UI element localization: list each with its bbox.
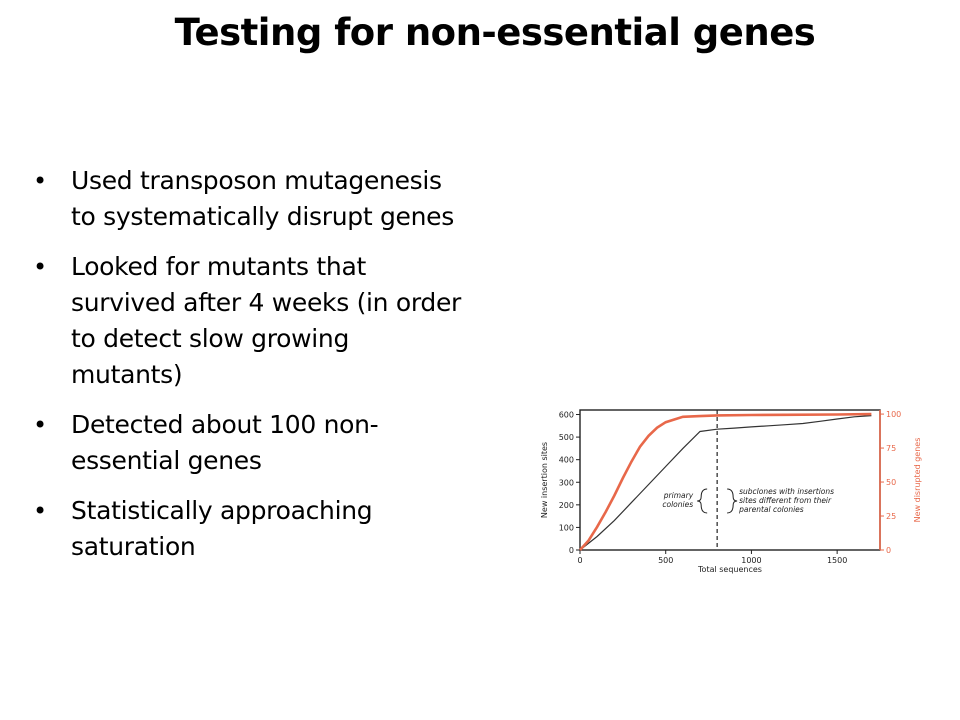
y-tick-label: 0 xyxy=(569,546,574,555)
subclones-annotation: subclones with insertions sites different… xyxy=(738,487,834,514)
y-tick-label: 200 xyxy=(559,501,574,510)
x-tick-label: 0 xyxy=(577,556,582,565)
subclones-annotation-line: subclones with insertions xyxy=(739,487,834,496)
bullet-list: • Used transposon mutagenesis to systema… xyxy=(33,163,553,579)
y-tick-label: 400 xyxy=(559,456,574,465)
plot-frame xyxy=(579,409,881,551)
y2-tick-label: 0 xyxy=(886,546,891,555)
y2-tick-label: 50 xyxy=(886,478,896,487)
saturation-chart: 0 100 200 300 400 500 600 0 25 50 75 100 0 500 1000 150… xyxy=(538,398,958,594)
y2-tick-label: 75 xyxy=(886,444,896,453)
bullet-text: Used transposon mutagenesis to systemati… xyxy=(71,166,454,231)
insertion-sites-line xyxy=(579,415,872,551)
y-tick-label: 100 xyxy=(559,523,574,532)
subclones-annotation-line: parental colonies xyxy=(738,505,804,514)
bullet-dot-icon: • xyxy=(33,497,47,525)
slide-title: Testing for non-essential genes xyxy=(174,11,816,54)
x-tick-label: 1000 xyxy=(741,556,761,565)
bullet-item: • Detected about 100 non- essential gene… xyxy=(33,407,553,479)
x-tick-label: 1500 xyxy=(827,556,847,565)
left-brace-icon xyxy=(697,488,708,514)
x-tick-label: 500 xyxy=(658,556,673,565)
y-axis-label: New insertion sites xyxy=(540,442,549,518)
subclones-annotation-line: sites different from their xyxy=(739,496,832,505)
y2-axis-label: New disrupted genes xyxy=(913,438,922,523)
y-tick-label: 500 xyxy=(559,433,574,442)
bullet-text: Looked for mutants that survived after 4… xyxy=(71,252,462,389)
disrupted-genes-line xyxy=(579,412,872,551)
y2-tick-label: 100 xyxy=(886,410,901,419)
primary-colonies-annotation-line: colonies xyxy=(662,500,693,509)
x-axis-label: Total sequences xyxy=(697,565,762,574)
primary-colonies-annotation: primary colonies xyxy=(662,491,693,509)
y-tick-label: 300 xyxy=(559,478,574,487)
y-tick-label: 600 xyxy=(559,411,574,420)
bullet-dot-icon: • xyxy=(33,411,47,439)
bullet-dot-icon: • xyxy=(33,167,47,195)
bullet-item: • Used transposon mutagenesis to systema… xyxy=(33,163,553,235)
bullet-item: • Looked for mutants that survived after… xyxy=(33,249,553,393)
y2-tick-label: 25 xyxy=(886,512,896,521)
primary-colonies-annotation-line: primary xyxy=(663,491,694,500)
bullet-dot-icon: • xyxy=(33,253,47,281)
bullet-text: Detected about 100 non- essential genes xyxy=(71,410,379,475)
bullet-text: Statistically approaching saturation xyxy=(71,496,373,561)
bullet-item: • Statistically approaching saturation xyxy=(33,493,553,565)
